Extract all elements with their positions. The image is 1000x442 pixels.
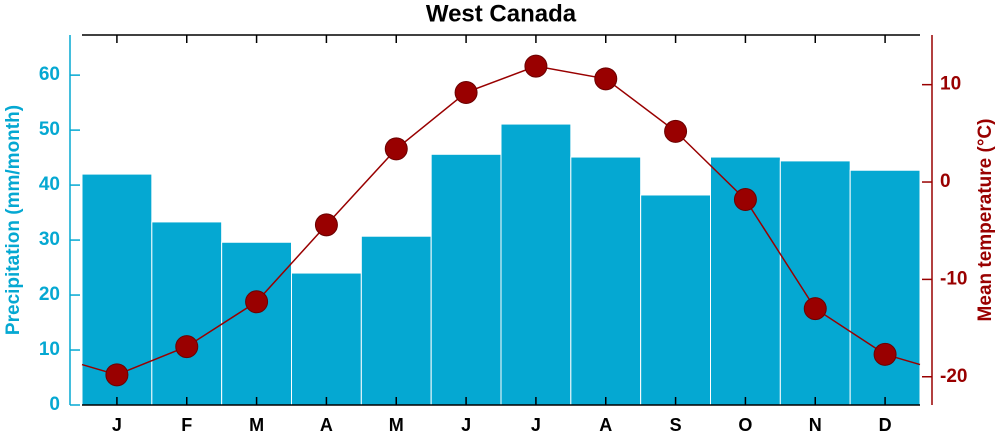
bar xyxy=(640,194,712,406)
y-tick-label: 40 xyxy=(39,174,60,195)
temperature-point xyxy=(664,119,688,143)
x-tick-label: J xyxy=(461,415,471,435)
bar xyxy=(849,169,921,406)
x-tick-label: S xyxy=(670,415,682,435)
temperature-point xyxy=(175,335,199,359)
y2-tick-label: -20 xyxy=(940,366,967,387)
bar xyxy=(221,241,293,406)
x-tick-label: F xyxy=(181,415,192,435)
chart-title: West Canada xyxy=(426,0,577,27)
x-tick-label: N xyxy=(809,415,822,435)
bar xyxy=(291,272,362,406)
temperature-point xyxy=(245,290,269,314)
y2-tick-label: -10 xyxy=(940,268,967,289)
bar xyxy=(570,156,642,406)
temperature-point xyxy=(594,67,618,91)
x-tick-label: D xyxy=(879,415,892,435)
temperature-point xyxy=(803,297,827,321)
y2-tick-label: 0 xyxy=(940,171,951,192)
y-tick-label: 10 xyxy=(39,339,60,360)
y-axis-title: Precipitation (mm/month) xyxy=(3,105,24,335)
x-tick-label: J xyxy=(531,415,541,435)
y-tick-label: 50 xyxy=(39,119,60,140)
bar xyxy=(500,123,572,406)
x-tick-label: O xyxy=(738,415,752,435)
y2-tick-label: 10 xyxy=(940,74,961,95)
x-tick-label: M xyxy=(249,415,264,435)
temperature-line xyxy=(116,65,886,376)
y-tick-label: 30 xyxy=(39,229,60,250)
temperature-point xyxy=(733,188,757,212)
bar xyxy=(360,235,432,406)
temperature-point xyxy=(454,80,478,104)
bar xyxy=(430,153,502,406)
y-tick-label: 0 xyxy=(49,394,60,415)
temperature-point xyxy=(105,363,129,387)
bar xyxy=(779,160,851,406)
x-tick-label: J xyxy=(112,415,122,435)
bar xyxy=(151,221,223,406)
x-tick-label: A xyxy=(320,415,333,435)
y-tick-label: 60 xyxy=(39,64,60,85)
x-tick-label: A xyxy=(599,415,612,435)
temperature-point xyxy=(524,54,548,78)
y-tick-label: 20 xyxy=(39,284,60,305)
temperature-point xyxy=(384,137,408,161)
y2-axis-title: Mean temperature (°C) xyxy=(975,119,996,322)
x-tick-label: M xyxy=(389,415,404,435)
temperature-point xyxy=(873,342,897,366)
temperature-point xyxy=(314,213,338,237)
